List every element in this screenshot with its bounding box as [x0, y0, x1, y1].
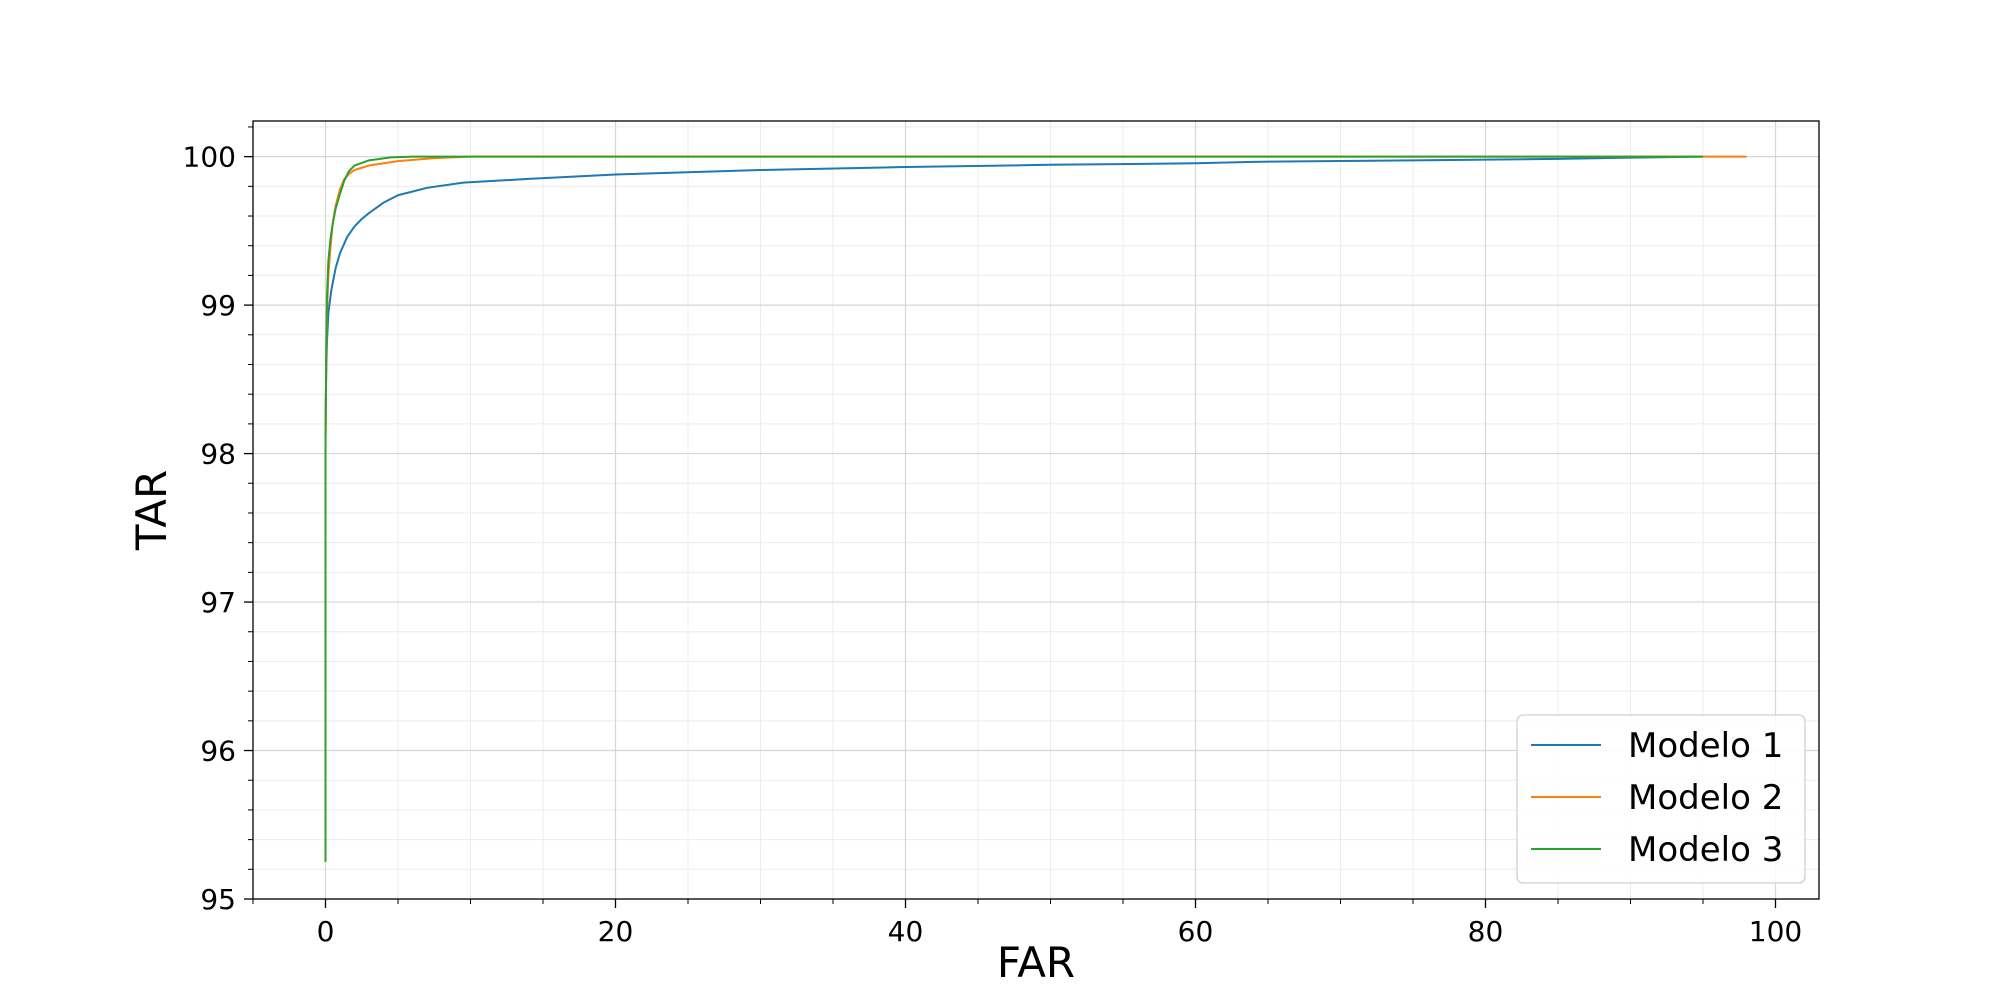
- y-axis-label: TAR: [127, 470, 176, 551]
- x-tick-label: 40: [888, 915, 924, 948]
- x-tick-label: 80: [1468, 915, 1504, 948]
- plot-frame: [252, 120, 1820, 900]
- y-tick-label: 95: [200, 883, 236, 916]
- legend-label-2: Modelo 2: [1628, 778, 1783, 818]
- x-axis: 0 20 40 60 80 100: [252, 899, 1802, 948]
- x-tick-label: 20: [598, 915, 634, 948]
- series-line-3: [324, 155, 1703, 862]
- legend-box: [1516, 714, 1806, 884]
- y-tick-label: 97: [200, 586, 236, 619]
- legend-label-3: Modelo 3: [1628, 830, 1783, 870]
- series-line-1: [324, 155, 1704, 424]
- series-layer: [324, 155, 1747, 862]
- y-tick-label: 98: [200, 438, 236, 471]
- x-axis-label: FAR: [997, 938, 1075, 987]
- x-tick-label: 60: [1178, 915, 1214, 948]
- y-tick-label: 99: [200, 289, 236, 322]
- y-tick-label: 96: [200, 735, 236, 768]
- x-tick-label: 0: [317, 915, 335, 948]
- legend-label-1: Modelo 1: [1628, 726, 1783, 766]
- legend: Modelo 1 Modelo 2 Modelo 3: [1516, 714, 1806, 884]
- x-tick-label: 100: [1749, 915, 1802, 948]
- y-tick-label: 100: [183, 141, 236, 174]
- y-axis: 95 96 97 98 99 100: [183, 126, 253, 916]
